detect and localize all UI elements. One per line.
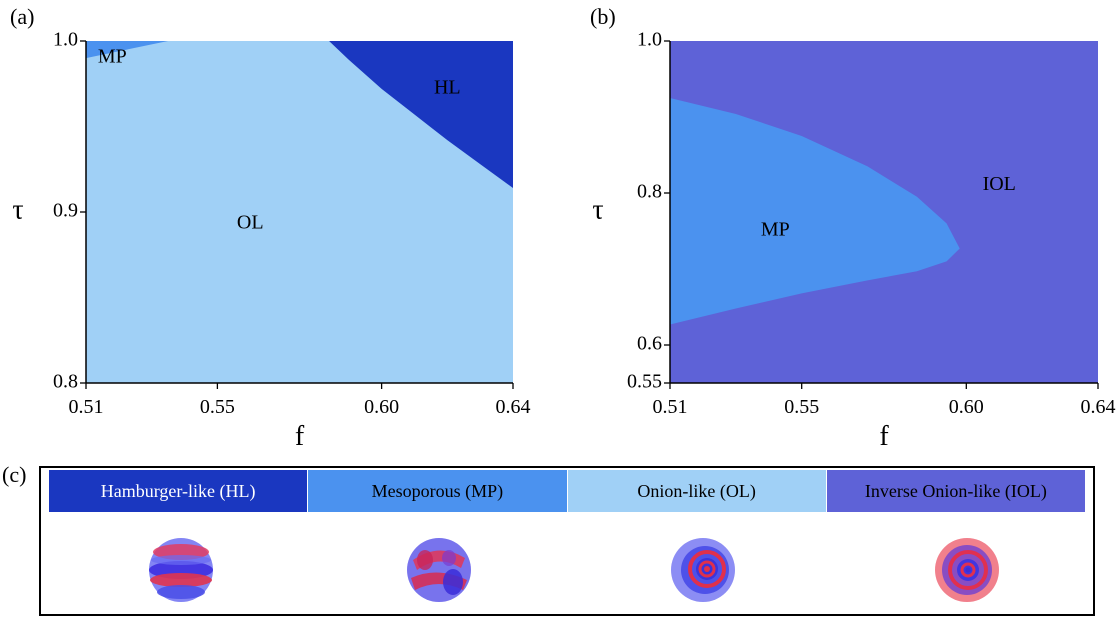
y-tick-label: 0.8	[637, 181, 662, 203]
region-label-mp: MP	[761, 219, 790, 241]
x-axis-label: f	[295, 421, 305, 452]
phase-diagram-b: IOL MP 0.51 0.55 0.60 0.64 0.55 0.6 0.8 1.0 f τ	[592, 29, 1116, 452]
legend-item-ol: Onion-like (OL)	[567, 470, 827, 512]
y-axis-label: τ	[592, 194, 603, 225]
region-label-hl: HL	[434, 76, 461, 98]
hamburger-sphere-icon	[141, 530, 221, 610]
mesoporous-sphere-icon	[399, 530, 479, 610]
panel-label-a: (a)	[10, 4, 35, 29]
legend-color-row: Hamburger-like (HL) Mesoporous (MP) Onio…	[49, 470, 1085, 512]
y-tick-label: 0.6	[637, 333, 662, 355]
y-tick-label: 0.55	[627, 371, 662, 393]
region-mp	[670, 98, 960, 325]
x-tick-label: 0.51	[69, 396, 104, 418]
x-tick-label: 0.60	[364, 396, 399, 418]
x-axis-label: f	[879, 421, 889, 452]
inverse-onion-sphere-icon	[927, 530, 1007, 610]
x-tick-label: 0.64	[496, 396, 531, 418]
x-tick-label: 0.60	[949, 396, 984, 418]
region-hl	[329, 41, 513, 189]
y-tick-label: 1.0	[637, 29, 662, 51]
y-tick-label: 0.9	[53, 200, 78, 222]
region-label-ol: OL	[237, 212, 264, 234]
phase-diagram-a: OL MP HL 0.51 0.55 0.60 0.64 0.8 0.9 1.0 f τ	[12, 29, 531, 452]
region-label-mp: MP	[98, 46, 127, 68]
y-tick-label: 0.8	[53, 371, 78, 393]
region-label-iol: IOL	[983, 173, 1016, 195]
onion-sphere-icon	[663, 530, 743, 610]
x-tick-label: 0.55	[200, 396, 235, 418]
panel-label-c: (c)	[2, 462, 27, 487]
x-tick-label: 0.64	[1081, 396, 1116, 418]
morphology-legend: Hamburger-like (HL) Mesoporous (MP) Onio…	[39, 466, 1095, 616]
panel-label-b: (b)	[590, 4, 616, 29]
legend-item-mp: Mesoporous (MP)	[308, 470, 568, 512]
y-axis-label: τ	[12, 194, 23, 225]
legend-item-hl: Hamburger-like (HL)	[49, 470, 309, 512]
x-tick-label: 0.55	[784, 396, 819, 418]
legend-item-iol: Inverse Onion-like (IOL)	[826, 470, 1085, 512]
region-mp	[86, 41, 169, 59]
x-tick-label: 0.51	[653, 396, 688, 418]
y-tick-label: 1.0	[53, 29, 78, 51]
